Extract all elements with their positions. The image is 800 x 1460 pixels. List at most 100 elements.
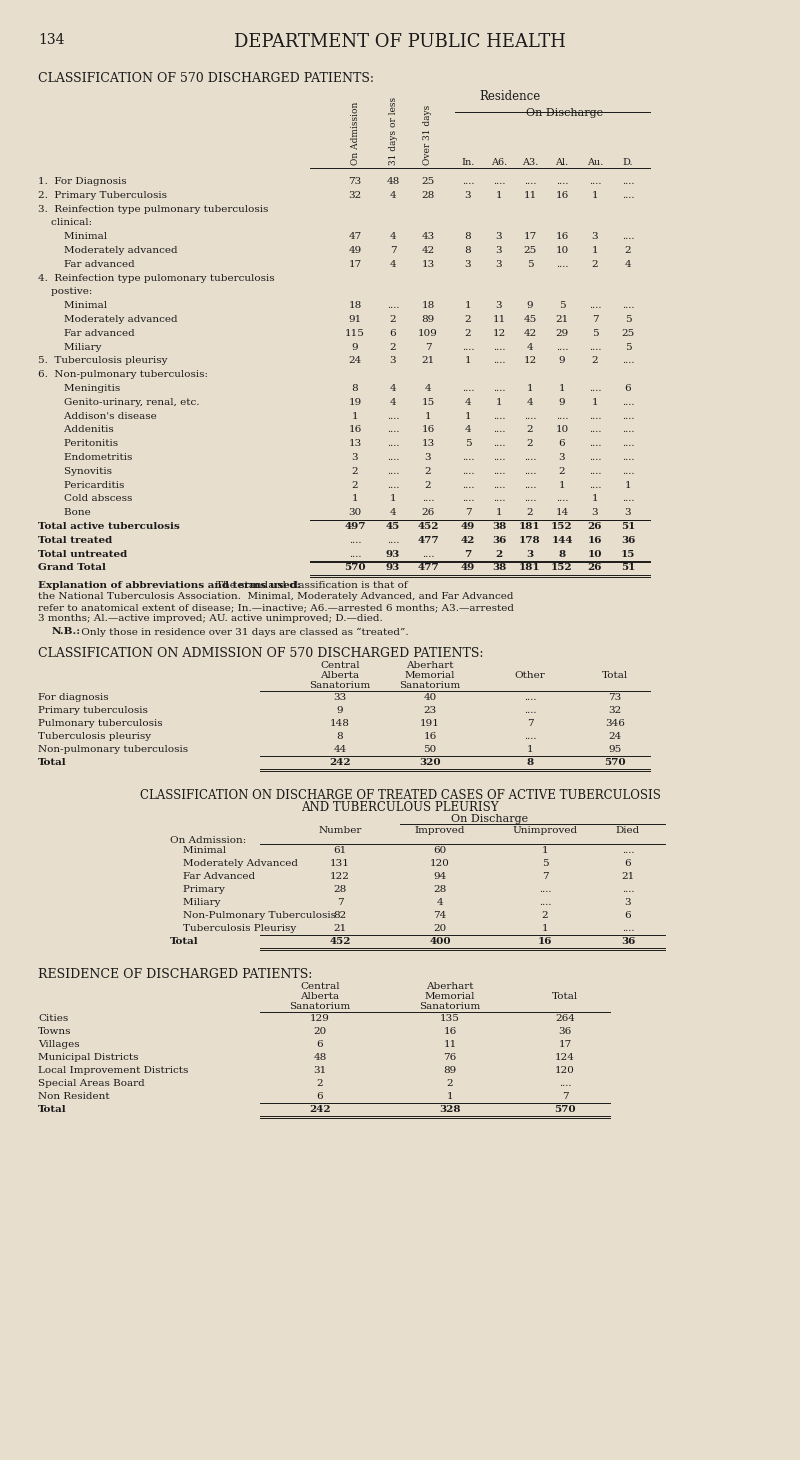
Text: Genito-urinary, renal, etc.: Genito-urinary, renal, etc.: [38, 397, 199, 407]
Text: Miliary: Miliary: [170, 898, 221, 907]
Text: 134: 134: [38, 34, 65, 47]
Text: 10: 10: [588, 549, 602, 559]
Text: 6: 6: [390, 328, 396, 337]
Text: ....: ....: [493, 384, 506, 393]
Text: 12: 12: [523, 356, 537, 365]
Text: 16: 16: [443, 1028, 457, 1037]
Text: 120: 120: [430, 858, 450, 869]
Text: 9: 9: [337, 707, 343, 715]
Text: Explanation of abbreviations and terms used:: Explanation of abbreviations and terms u…: [38, 581, 301, 590]
Text: ....: ....: [462, 467, 474, 476]
Text: 18: 18: [348, 301, 362, 310]
Text: ....: ....: [462, 177, 474, 185]
Text: Endometritis: Endometritis: [38, 453, 132, 461]
Text: 3: 3: [496, 245, 502, 255]
Text: Total treated: Total treated: [38, 536, 112, 545]
Text: 2: 2: [526, 508, 534, 517]
Text: 45: 45: [523, 315, 537, 324]
Text: 7: 7: [542, 872, 548, 882]
Text: Unimproved: Unimproved: [513, 826, 578, 835]
Text: ....: ....: [493, 439, 506, 448]
Text: For diagnosis: For diagnosis: [38, 694, 109, 702]
Text: 30: 30: [348, 508, 362, 517]
Text: 8: 8: [352, 384, 358, 393]
Text: Total active tuberculosis: Total active tuberculosis: [38, 523, 180, 531]
Text: 94: 94: [434, 872, 446, 882]
Text: Meningitis: Meningitis: [38, 384, 120, 393]
Text: ....: ....: [622, 495, 634, 504]
Text: 31: 31: [314, 1066, 326, 1075]
Text: Alberta: Alberta: [301, 993, 339, 1002]
Text: ....: ....: [556, 495, 568, 504]
Text: ....: ....: [462, 495, 474, 504]
Text: ....: ....: [462, 453, 474, 461]
Text: 28: 28: [422, 191, 434, 200]
Text: Other: Other: [514, 672, 546, 680]
Text: 42: 42: [461, 536, 475, 545]
Text: refer to anatomical extent of disease; In.—inactive; A6.—arrested 6 months; A3.—: refer to anatomical extent of disease; I…: [38, 603, 514, 612]
Text: 242: 242: [329, 758, 351, 766]
Text: Memorial: Memorial: [425, 993, 475, 1002]
Text: 115: 115: [345, 328, 365, 337]
Text: Miliary: Miliary: [38, 343, 102, 352]
Text: 4: 4: [437, 898, 443, 907]
Text: 24: 24: [608, 733, 622, 742]
Text: 74: 74: [434, 911, 446, 920]
Text: 135: 135: [440, 1015, 460, 1023]
Text: 21: 21: [334, 924, 346, 933]
Text: 73: 73: [608, 694, 622, 702]
Text: 1: 1: [542, 924, 548, 933]
Text: ....: ....: [386, 439, 399, 448]
Text: 3: 3: [390, 356, 396, 365]
Text: Total: Total: [38, 1105, 66, 1114]
Text: 93: 93: [386, 549, 400, 559]
Text: 12: 12: [492, 328, 506, 337]
Text: 4: 4: [625, 260, 631, 269]
Text: 2: 2: [592, 260, 598, 269]
Text: ....: ....: [386, 536, 399, 545]
Text: 7: 7: [592, 315, 598, 324]
Text: 2.  Primary Tuberculosis: 2. Primary Tuberculosis: [38, 191, 167, 200]
Text: Far advanced: Far advanced: [38, 260, 134, 269]
Text: Primary: Primary: [170, 885, 225, 894]
Text: 26: 26: [422, 508, 434, 517]
Text: Municipal Districts: Municipal Districts: [38, 1053, 138, 1063]
Text: 400: 400: [429, 937, 451, 946]
Text: The standard classification is that of: The standard classification is that of: [216, 581, 408, 590]
Text: 4: 4: [526, 397, 534, 407]
Text: 47: 47: [348, 232, 362, 241]
Text: 16: 16: [555, 232, 569, 241]
Text: 3: 3: [465, 191, 471, 200]
Text: 242: 242: [309, 1105, 331, 1114]
Text: ....: ....: [622, 232, 634, 241]
Text: 11: 11: [523, 191, 537, 200]
Text: ....: ....: [622, 397, 634, 407]
Text: 13: 13: [422, 439, 434, 448]
Text: 3: 3: [496, 232, 502, 241]
Text: 13: 13: [348, 439, 362, 448]
Text: 16: 16: [588, 536, 602, 545]
Text: 8: 8: [465, 245, 471, 255]
Text: 7: 7: [464, 549, 472, 559]
Text: 5: 5: [625, 343, 631, 352]
Text: 29: 29: [555, 328, 569, 337]
Text: Far advanced: Far advanced: [38, 328, 134, 337]
Text: 91: 91: [348, 315, 362, 324]
Text: 7: 7: [562, 1092, 568, 1101]
Text: 8: 8: [465, 232, 471, 241]
Text: CLASSIFICATION ON DISCHARGE OF TREATED CASES OF ACTIVE TUBERCULOSIS: CLASSIFICATION ON DISCHARGE OF TREATED C…: [139, 790, 661, 802]
Text: 1: 1: [496, 508, 502, 517]
Text: 3: 3: [425, 453, 431, 461]
Text: 25: 25: [622, 328, 634, 337]
Text: ....: ....: [622, 412, 634, 420]
Text: 8: 8: [337, 733, 343, 742]
Text: ....: ....: [556, 412, 568, 420]
Text: 42: 42: [422, 245, 434, 255]
Text: 28: 28: [434, 885, 446, 894]
Text: 328: 328: [439, 1105, 461, 1114]
Text: 1: 1: [352, 495, 358, 504]
Text: 51: 51: [621, 564, 635, 572]
Text: CLASSIFICATION OF 570 DISCHARGED PATIENTS:: CLASSIFICATION OF 570 DISCHARGED PATIENT…: [38, 72, 374, 85]
Text: On Discharge: On Discharge: [526, 108, 603, 118]
Text: Central: Central: [320, 661, 360, 670]
